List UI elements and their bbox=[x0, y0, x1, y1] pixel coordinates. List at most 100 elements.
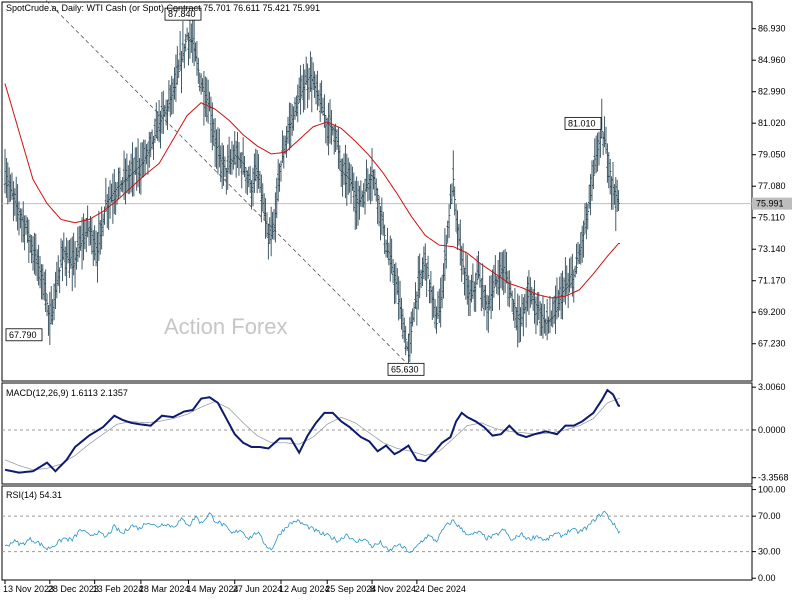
ohlc-bar bbox=[183, 43, 186, 69]
ohlc-bar bbox=[216, 127, 220, 175]
rsi-y-tick-label: 0.00 bbox=[758, 573, 776, 583]
ohlc-bar bbox=[230, 141, 234, 175]
ohlc-bar bbox=[403, 317, 406, 343]
ohlc-bar bbox=[241, 137, 245, 175]
ohlc-bar bbox=[173, 67, 176, 100]
ohlc-bar bbox=[24, 215, 28, 235]
ohlc-bar bbox=[541, 296, 545, 339]
ohlc-bar bbox=[288, 102, 291, 151]
ohlc-bar bbox=[255, 149, 259, 194]
ohlc-bar bbox=[69, 238, 73, 269]
x-tick-label: 13 Nov 2023 bbox=[3, 584, 54, 594]
ohlc-bar bbox=[47, 304, 50, 336]
ohlc-bar bbox=[310, 57, 313, 113]
macd-header: MACD(12,26,9) 1.6113 2.1357 bbox=[6, 388, 128, 398]
macd-y-tick-label: -3.3568 bbox=[758, 473, 789, 483]
ohlc-bar bbox=[260, 174, 263, 223]
ohlc-bar bbox=[89, 216, 92, 246]
ohlc-bar bbox=[366, 168, 370, 202]
ohlc-bar bbox=[492, 264, 496, 298]
ohlc-bar bbox=[58, 267, 61, 294]
ohlc-bar bbox=[572, 269, 575, 303]
ohlc-bar bbox=[135, 147, 138, 191]
ohlc-bar bbox=[340, 158, 343, 188]
ohlc-bar bbox=[104, 177, 108, 211]
ohlc-bar bbox=[264, 198, 267, 239]
ohlc-bar bbox=[313, 71, 316, 98]
ohlc-bar bbox=[234, 140, 238, 178]
price-y-tick-label: 71.170 bbox=[758, 276, 786, 286]
ohlc-bar bbox=[333, 125, 336, 155]
ohlc-bar bbox=[452, 150, 455, 197]
ohlc-bar bbox=[261, 183, 264, 212]
annotation-label: 67.790 bbox=[9, 330, 37, 340]
ohlc-bar bbox=[320, 80, 323, 114]
ohlc-bar bbox=[501, 251, 504, 291]
ohlc-bar bbox=[575, 243, 578, 274]
ohlc-bar bbox=[449, 184, 452, 210]
ohlc-bar bbox=[379, 206, 382, 241]
rsi-y-tick-label: 30.00 bbox=[758, 547, 781, 557]
rsi-line bbox=[4, 510, 621, 553]
ohlc-bar bbox=[425, 263, 428, 297]
price-y-tick-label: 79.050 bbox=[758, 150, 786, 160]
ohlc-bar bbox=[405, 341, 409, 352]
ohlc-bar bbox=[529, 277, 532, 308]
ohlc-bar bbox=[66, 240, 70, 264]
ohlc-bar bbox=[295, 95, 298, 117]
ohlc-bar bbox=[526, 276, 529, 312]
ohlc-bar bbox=[354, 180, 357, 230]
ohlc-bar bbox=[83, 218, 87, 250]
ohlc-bar bbox=[43, 271, 46, 301]
ohlc-bar bbox=[27, 219, 31, 264]
ohlc-bar bbox=[227, 136, 231, 174]
price-y-tick-label: 67.230 bbox=[758, 339, 786, 349]
ohlc-bar bbox=[590, 160, 594, 201]
annotation-box bbox=[5, 328, 43, 342]
ohlc-bar bbox=[373, 169, 377, 196]
ohlc-bar bbox=[212, 118, 215, 146]
ohlc-bar bbox=[38, 256, 42, 289]
ohlc-bar bbox=[303, 69, 306, 110]
price-y-tick-label: 69.200 bbox=[758, 307, 786, 317]
ohlc-bar bbox=[488, 275, 491, 311]
ohlc-bar bbox=[440, 275, 444, 309]
ohlc-bar bbox=[107, 186, 110, 230]
ohlc-bar bbox=[348, 162, 351, 193]
ohlc-bar bbox=[307, 68, 311, 100]
ohlc-bar bbox=[267, 223, 270, 260]
ohlc-bar bbox=[568, 258, 571, 293]
ohlc-bar bbox=[347, 157, 350, 195]
ohlc-bar bbox=[174, 54, 178, 102]
ohlc-bar bbox=[124, 158, 127, 205]
ohlc-bar bbox=[375, 178, 378, 202]
ohlc-bar bbox=[540, 303, 543, 336]
ohlc-bar bbox=[505, 251, 508, 284]
ohlc-bar bbox=[393, 263, 396, 305]
ohlc-bar bbox=[148, 131, 151, 168]
ohlc-bar bbox=[520, 293, 524, 327]
ohlc-bar bbox=[15, 176, 18, 222]
ohlc-bar bbox=[557, 289, 560, 318]
ohlc-bar bbox=[571, 253, 574, 297]
ohlc-bar bbox=[513, 288, 517, 328]
ohlc-bar bbox=[387, 242, 391, 266]
ohlc-bar bbox=[50, 285, 53, 325]
ohlc-bar bbox=[468, 279, 472, 316]
ohlc-bar bbox=[363, 178, 367, 215]
ohlc-bar bbox=[453, 186, 456, 216]
watermark: Action Forex bbox=[164, 314, 288, 339]
ohlc-bar bbox=[285, 126, 288, 158]
ohlc-bar bbox=[603, 116, 606, 148]
ohlc-bar bbox=[209, 96, 213, 143]
ohlc-bar bbox=[93, 225, 96, 261]
current-price-label: 75.991 bbox=[756, 199, 784, 209]
ohlc-bar bbox=[190, 23, 193, 53]
ohlc-bar bbox=[400, 297, 403, 330]
ohlc-bar bbox=[258, 170, 262, 193]
ohlc-bar bbox=[134, 147, 137, 176]
ohlc-bar bbox=[480, 278, 483, 312]
ohlc-bar bbox=[554, 285, 557, 335]
ohlc-bar bbox=[37, 244, 40, 286]
